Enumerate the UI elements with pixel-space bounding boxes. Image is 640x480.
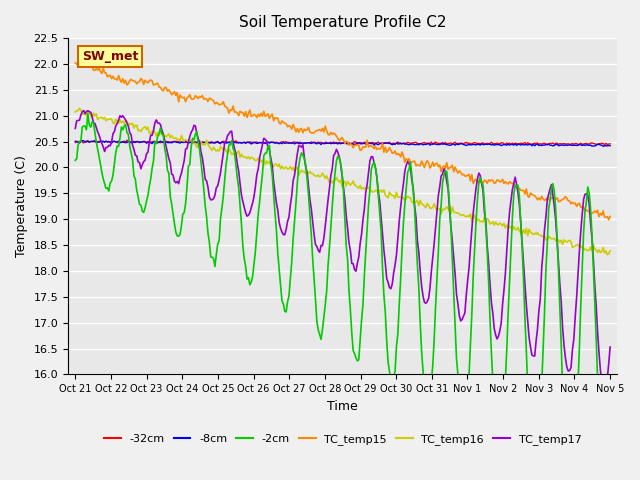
Legend: -32cm, -8cm, -2cm, TC_temp15, TC_temp16, TC_temp17: -32cm, -8cm, -2cm, TC_temp15, TC_temp16,… xyxy=(100,430,586,450)
Text: SW_met: SW_met xyxy=(82,50,138,63)
X-axis label: Time: Time xyxy=(327,400,358,413)
Title: Soil Temperature Profile C2: Soil Temperature Profile C2 xyxy=(239,15,447,30)
Y-axis label: Temperature (C): Temperature (C) xyxy=(15,156,28,257)
